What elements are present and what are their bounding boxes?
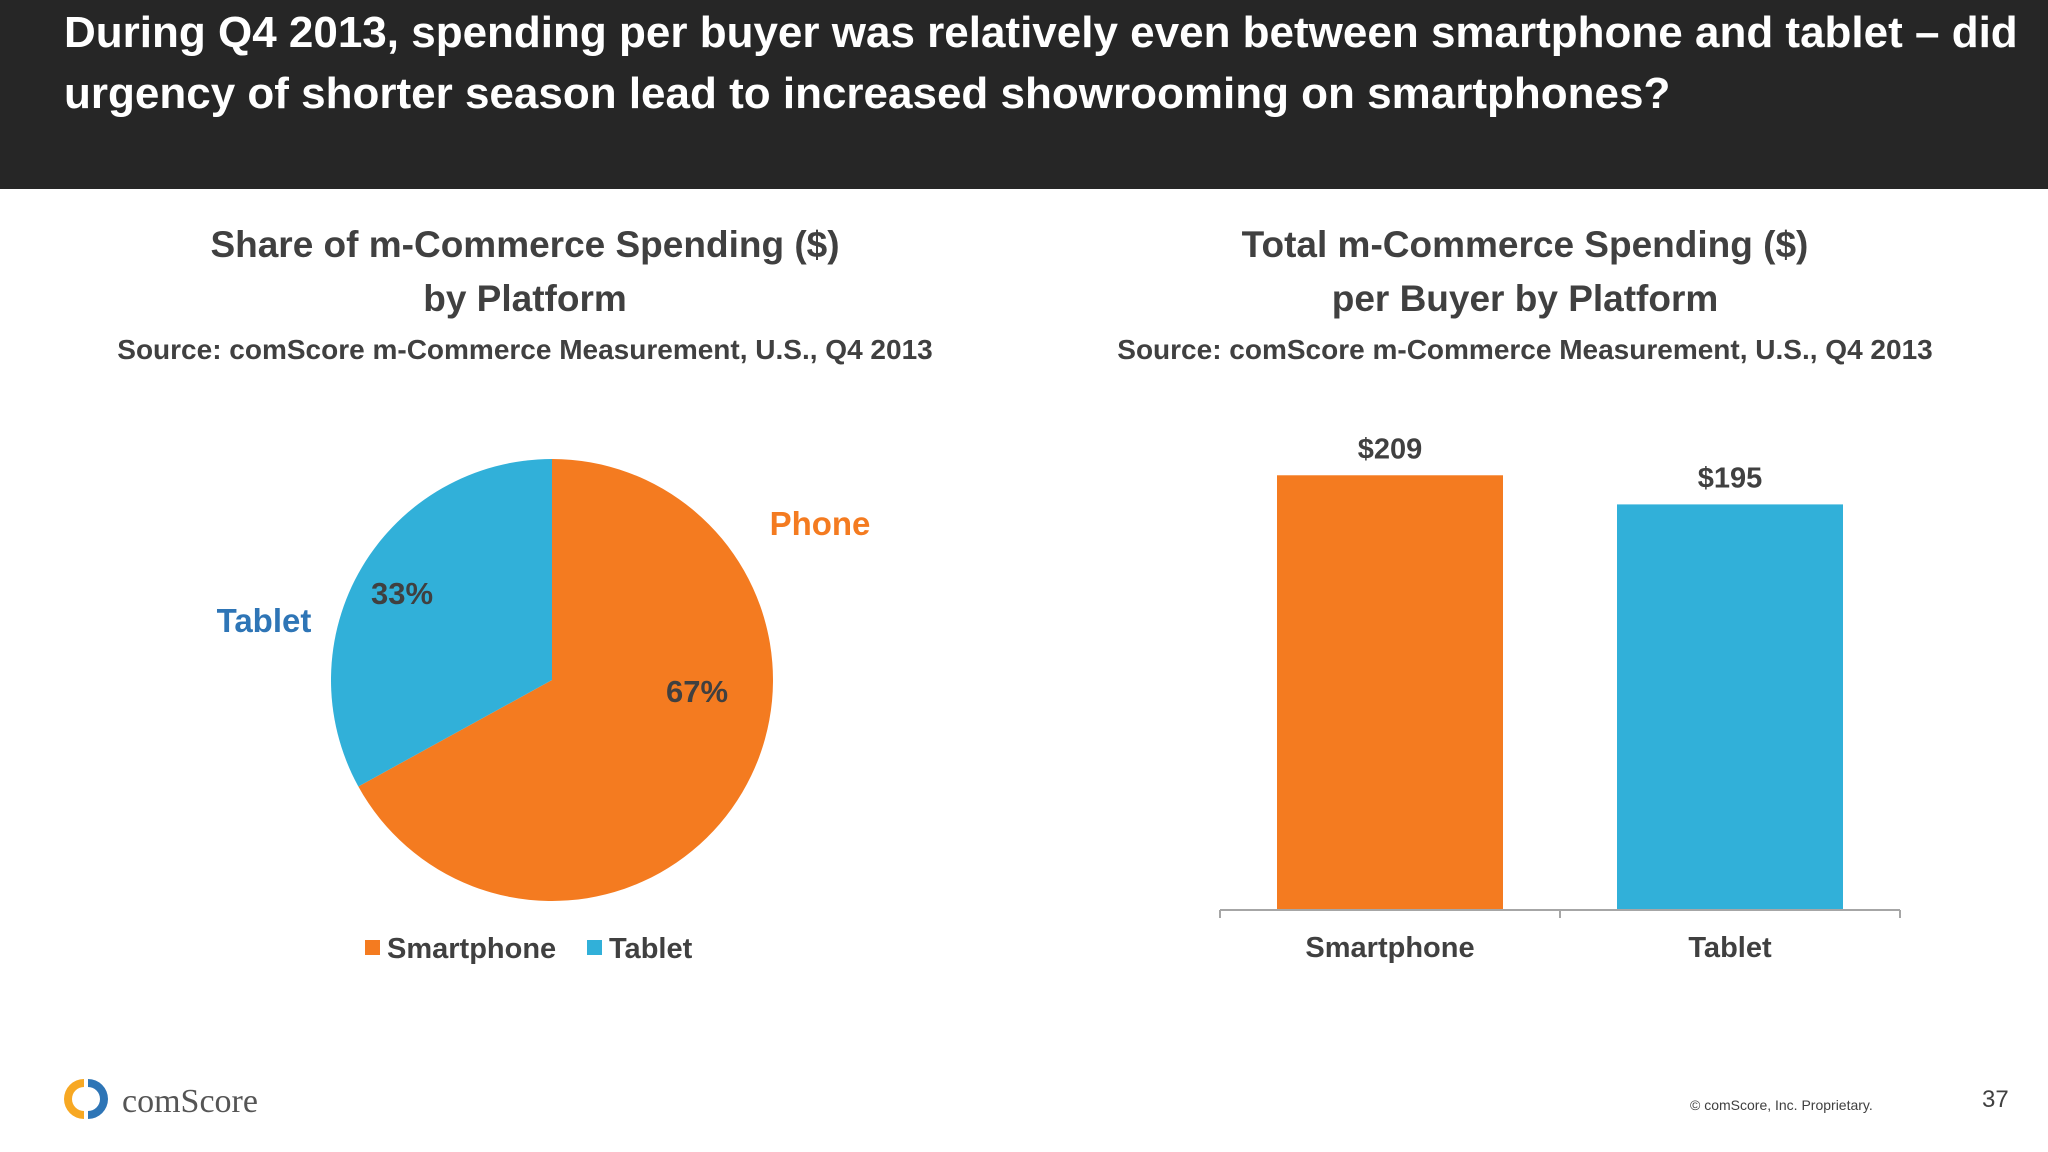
x-tick-label-tablet: Tablet [1688, 932, 1772, 964]
comscore-logo: comScore [64, 1079, 258, 1120]
x-tick-label-smartphone: Smartphone [1305, 932, 1474, 964]
legend-label-smartphone: Smartphone [387, 933, 556, 965]
page-number: 37 [1982, 1086, 2009, 1113]
bar-data-label-smartphone: $209 [1358, 433, 1423, 465]
pie-data-label-smartphone: 67% [666, 674, 728, 709]
slide-title: During Q4 2013, spending per buyer was r… [64, 8, 2018, 118]
pie-chart-source: Source: comScore m-Commerce Measurement,… [117, 334, 933, 365]
pie-chart: 67% 33% Phone Tablet Smartphone Tablet [217, 459, 871, 965]
bar-data-label-tablet: $195 [1698, 462, 1763, 494]
legend-swatch-smartphone [365, 940, 380, 955]
pie-chart-title-line2: by Platform [423, 278, 627, 319]
bar-chart-source: Source: comScore m-Commerce Measurement,… [1117, 334, 1933, 365]
pie-slice-tablet [330, 459, 552, 787]
bar-chart-title: Total m-Commerce Spending ($) [1241, 224, 1809, 265]
pie-chart-heading: Share of m-Commerce Spending ($) by Plat… [80, 218, 970, 370]
pie-callout-phone: Phone [770, 505, 871, 542]
bar-tablet [1617, 504, 1843, 910]
pie-data-label-tablet: 33% [371, 576, 433, 611]
bar-chart: $209 $195 Smartphone Tablet [1219, 433, 1901, 964]
slide-header: During Q4 2013, spending per buyer was r… [0, 0, 2048, 189]
comscore-logo-text: comScore [122, 1083, 258, 1120]
legend-label-tablet: Tablet [609, 933, 693, 965]
pie-callout-tablet: Tablet [217, 602, 312, 639]
bar-chart-heading: Total m-Commerce Spending ($) per Buyer … [1080, 218, 1970, 370]
pie-chart-title: Share of m-Commerce Spending ($) [210, 224, 840, 265]
bar-smartphone [1277, 475, 1503, 910]
pie-slice-smartphone [358, 459, 773, 901]
bar-chart-title-line2: per Buyer by Platform [1331, 278, 1719, 319]
comscore-logo-icon [64, 1079, 108, 1119]
copyright-notice: © comScore, Inc. Proprietary. [1690, 1097, 1873, 1113]
legend-swatch-tablet [587, 940, 602, 955]
